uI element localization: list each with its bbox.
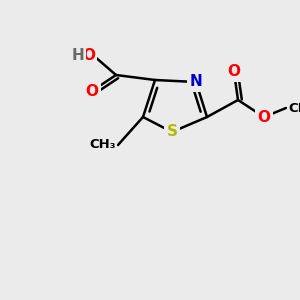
Text: O: O: [227, 64, 241, 80]
Text: H: H: [71, 49, 84, 64]
Text: CH₃: CH₃: [288, 101, 300, 115]
Text: S: S: [167, 124, 178, 140]
Text: CH₃: CH₃: [89, 137, 116, 151]
Text: O: O: [257, 110, 271, 124]
Text: N: N: [190, 74, 202, 89]
Text: O: O: [82, 49, 95, 64]
Text: O: O: [85, 83, 98, 98]
